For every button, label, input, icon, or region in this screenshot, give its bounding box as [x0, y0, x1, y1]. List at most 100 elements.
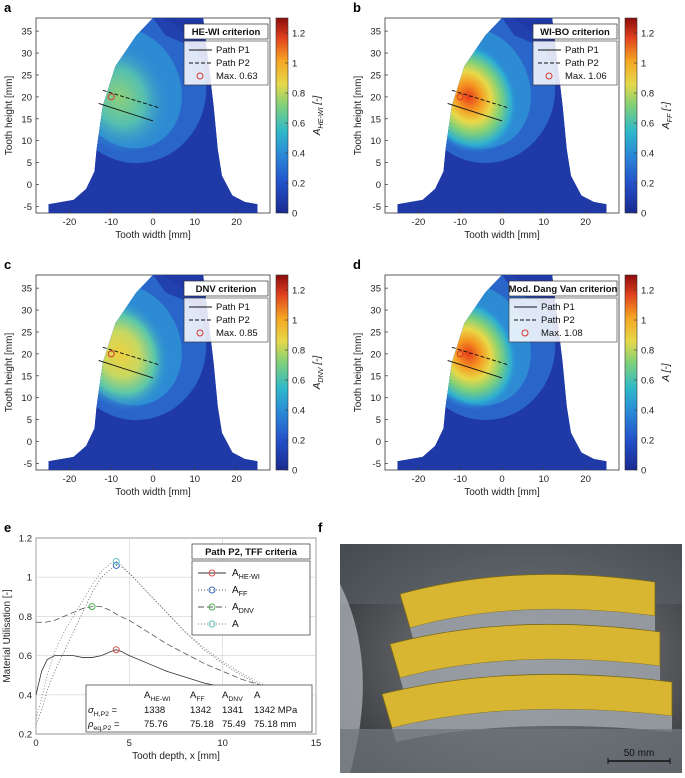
- legend-marker: [521, 329, 529, 337]
- table-cell: 75.18: [190, 719, 214, 730]
- gear-rim: [340, 584, 363, 773]
- legend-item: Path P1: [216, 45, 250, 56]
- legend-item: AHE-WI: [232, 568, 260, 581]
- y-tick-label: 1: [27, 573, 32, 584]
- table-row-label: σH,P2 =: [88, 705, 118, 718]
- colorbar: [624, 17, 638, 214]
- y-tick-label: 0: [376, 180, 381, 191]
- x-tick-label: 20: [580, 474, 591, 485]
- y-axis-label: Tooth height [mm]: [4, 333, 15, 413]
- y-tick-label: 0: [376, 437, 381, 448]
- legend-title: WI-BO criterion: [540, 27, 610, 38]
- table-cell: 75.76: [144, 719, 168, 730]
- colorbar-tick-label: 0.6: [641, 119, 654, 130]
- legend-marker: [208, 620, 216, 628]
- legend-item: Path P2: [216, 315, 250, 326]
- x-tick-label: -10: [104, 217, 118, 228]
- table-cell: 1342 MPa: [254, 705, 298, 716]
- legend-item: Path P2: [565, 58, 599, 69]
- x-tick-label: 0: [499, 474, 504, 485]
- series-max-marker: [112, 558, 120, 566]
- colorbar-tick-label: 0.2: [292, 436, 305, 447]
- x-axis-label: Tooth width [mm]: [464, 230, 540, 241]
- y-tick-label: 0.6: [19, 651, 32, 662]
- legend-marker: [196, 329, 204, 337]
- x-tick-label: 0: [150, 217, 155, 228]
- colorbar-tick-label: 0.2: [641, 179, 654, 190]
- colorbar-tick-label: 0.6: [292, 376, 305, 387]
- legend-item: Max. 0.63: [216, 71, 258, 82]
- panel-letter: d: [353, 257, 361, 272]
- colorbar-tick-label: 0: [292, 209, 297, 220]
- colorbar-label: A [-]: [661, 363, 672, 382]
- panel-letter: b: [353, 0, 361, 15]
- y-tick-label: -5: [24, 459, 32, 470]
- legend-item: Max. 1.06: [565, 71, 607, 82]
- colorbar-tick-label: 1: [641, 59, 646, 70]
- colorbar-tick-label: 0.4: [641, 149, 654, 160]
- legend-title-box: [508, 280, 618, 297]
- path-p1-line: [98, 360, 154, 379]
- x-tick-label: -20: [412, 474, 426, 485]
- y-tick-label: 10: [21, 393, 32, 404]
- colorbar-tick-label: 1.2: [292, 29, 305, 40]
- colorbar-tick-label: 0.4: [292, 149, 305, 160]
- path-p1-line: [98, 103, 154, 122]
- legend-item: ADNV: [232, 602, 254, 615]
- y-tick-label: 20: [21, 92, 32, 103]
- y-tick-label: 10: [21, 136, 32, 147]
- y-tick-label: 15: [21, 114, 32, 125]
- y-tick-label: 25: [21, 327, 32, 338]
- y-tick-label: 30: [21, 306, 32, 317]
- y-tick-label: 35: [21, 284, 32, 295]
- colorbar: [624, 274, 638, 471]
- x-tick-label: 15: [311, 738, 322, 749]
- y-tick-label: 35: [370, 27, 381, 38]
- colorbar-tick-label: 0.8: [292, 346, 305, 357]
- x-tick-label: 20: [231, 217, 242, 228]
- colorbar-tick-label: 0.6: [292, 119, 305, 130]
- series-max-marker: [112, 646, 120, 654]
- x-tick-label: -20: [63, 217, 77, 228]
- x-tick-label: 20: [231, 474, 242, 485]
- legend-marker: [196, 72, 204, 80]
- scale-bar-label: 50 mm: [624, 748, 655, 759]
- series-max-marker: [88, 603, 96, 611]
- colorbar: [275, 274, 289, 471]
- x-axis-label: Tooth width [mm]: [115, 230, 191, 241]
- x-tick-label: -10: [453, 217, 467, 228]
- y-tick-label: 15: [21, 371, 32, 382]
- y-tick-label: -5: [373, 459, 381, 470]
- colorbar-tick-label: 0: [292, 466, 297, 477]
- panel-letter: f: [318, 520, 323, 535]
- max-marker: [456, 93, 464, 101]
- legend-marker: [545, 72, 553, 80]
- legend-title-box: [191, 543, 311, 560]
- max-marker: [107, 350, 115, 358]
- path-p1-line: [447, 360, 503, 379]
- x-tick-label: 10: [189, 474, 200, 485]
- colorbar-tick-label: 0.2: [641, 436, 654, 447]
- legend-marker: [208, 586, 216, 594]
- photo-f: f 50 mm: [318, 520, 682, 773]
- y-tick-label: 1.2: [19, 534, 32, 545]
- table-cell: 75.49: [222, 719, 246, 730]
- legend-title: Mod. Dang Van criterion: [509, 284, 618, 295]
- y-tick-label: 20: [370, 349, 381, 360]
- x-tick-label: 0: [150, 474, 155, 485]
- colorbar-label: ADNV [-]: [312, 356, 325, 391]
- x-tick-label: -20: [63, 474, 77, 485]
- colorbar-tick-label: 1: [292, 59, 297, 70]
- colorbar-tick-label: 0: [641, 209, 646, 220]
- y-tick-label: 5: [27, 415, 32, 426]
- path-p2-line: [451, 346, 509, 366]
- y-tick-label: 15: [370, 371, 381, 382]
- legend-item: AFF: [232, 585, 248, 598]
- y-tick-label: 5: [376, 158, 381, 169]
- legend-title: HE-WI criterion: [192, 27, 261, 38]
- legend-item: Path P1: [541, 302, 575, 313]
- x-tick-label: -10: [453, 474, 467, 485]
- panel-letter: e: [4, 520, 11, 535]
